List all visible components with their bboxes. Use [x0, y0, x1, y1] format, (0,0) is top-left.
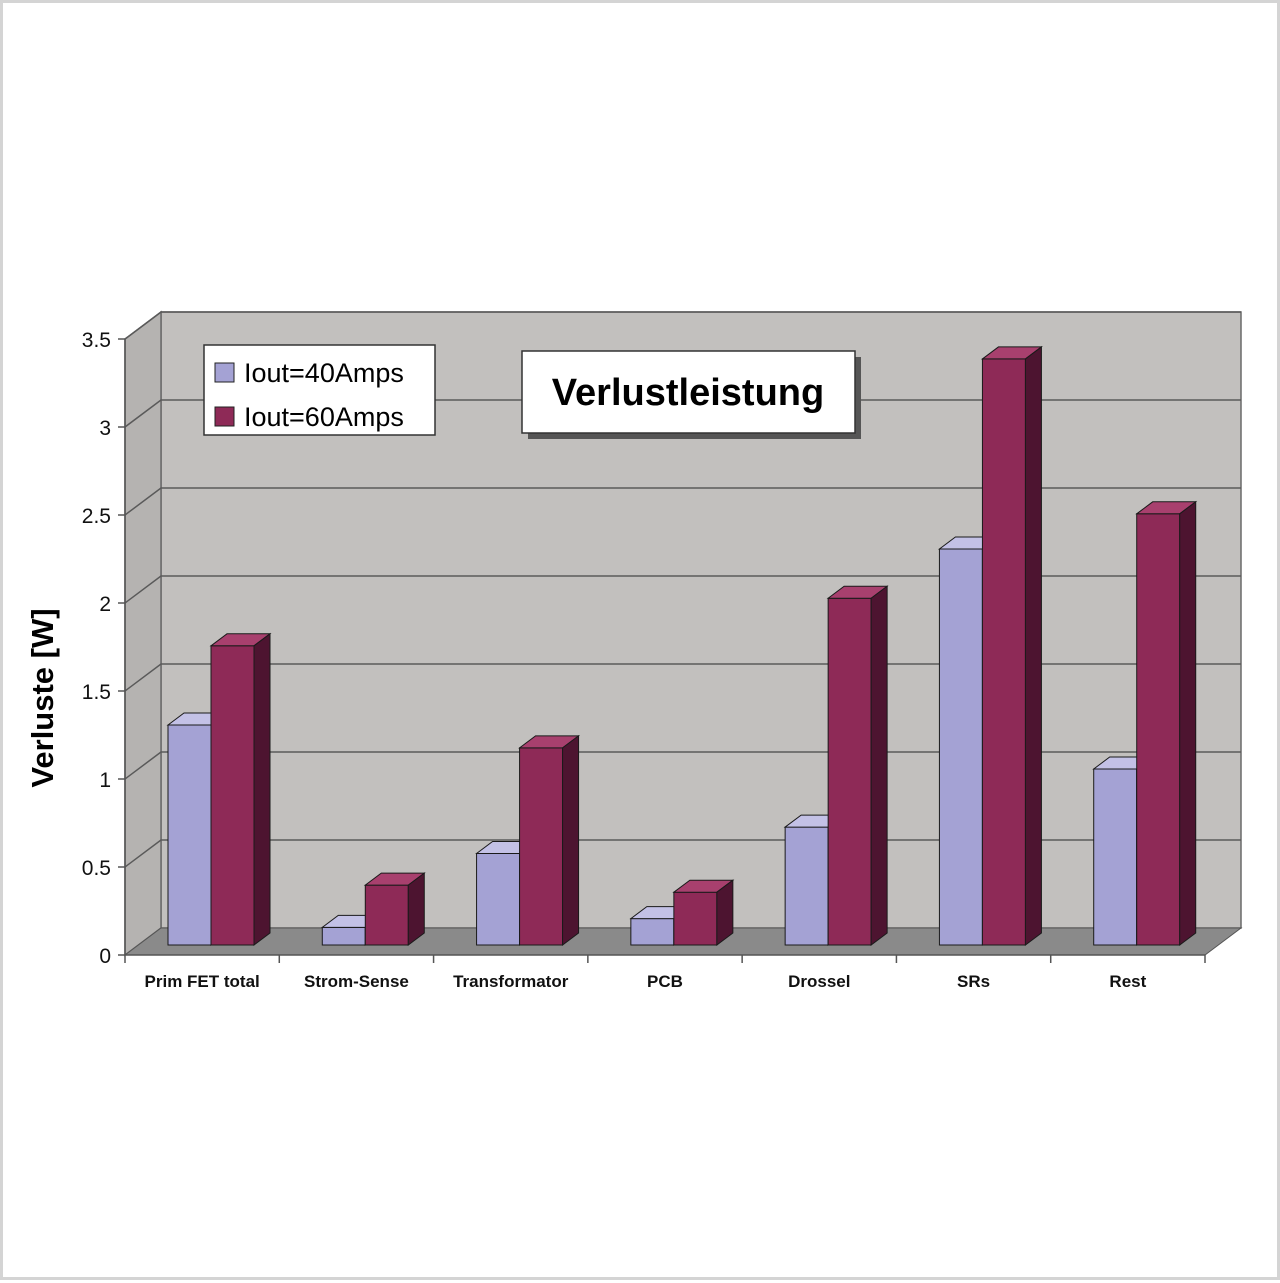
bar [209, 632, 272, 946]
bar [1135, 500, 1198, 946]
gridline [124, 575, 1241, 604]
bar [826, 585, 889, 946]
bar-side [716, 879, 734, 946]
legend-box [203, 344, 436, 436]
bar [363, 872, 426, 946]
y-tick-label: 3 [99, 417, 111, 440]
x-tick-label: SRs [957, 972, 990, 991]
bar-chart: 0 0.5 1 1.5 2 2.5 3 3.5 Prim FET total Strom-Sen… [25, 310, 1243, 991]
bar-front [364, 884, 409, 946]
side-wall [124, 310, 162, 957]
bar-front [167, 724, 212, 946]
bars [166, 345, 1198, 946]
x-tick-labels: Prim FET total Strom-Sense Transformator PC… [145, 972, 1147, 991]
bar-front [210, 645, 255, 946]
title-background [521, 350, 856, 434]
x-tick-label: Strom-Sense [304, 972, 409, 991]
x-tick-label: Rest [1109, 972, 1146, 991]
y-tick-label: 1.5 [82, 681, 111, 704]
gridline [124, 311, 1241, 340]
x-tick-label: Prim FET total [145, 972, 260, 991]
bar-front [476, 852, 521, 946]
bar-front [784, 826, 829, 946]
y-tick-label: 2.5 [82, 505, 111, 528]
bar-front [519, 747, 564, 946]
bar [672, 879, 735, 946]
bar-side [407, 872, 425, 946]
y-tick-label: 3.5 [82, 329, 111, 352]
bar-front [981, 358, 1026, 946]
bar-front [321, 926, 366, 946]
bar-front [630, 918, 675, 946]
bar-front [673, 891, 718, 946]
bar-side [562, 734, 580, 946]
legend-swatch-iout-40 [214, 362, 235, 383]
legend: Iout=40Amps Iout=60Amps [203, 344, 436, 436]
gridline [124, 487, 1241, 516]
x-tick-label: Transformator [453, 972, 569, 991]
bar-front [1093, 768, 1138, 946]
gridline [124, 399, 1241, 428]
bar-side [1179, 500, 1197, 946]
x-tick-label: Drossel [788, 972, 850, 991]
bar-front [827, 597, 872, 946]
bar-side [1024, 345, 1042, 946]
bar-side [253, 632, 271, 946]
bar-side [870, 585, 888, 946]
legend-label-iout-40: Iout=40Amps [244, 358, 404, 388]
y-tick-labels: 0 0.5 1 1.5 2 2.5 3 3.5 [82, 329, 111, 968]
chart-title: Verlustleistung [552, 372, 824, 414]
axes [118, 338, 1206, 963]
y-tick-label: 0.5 [82, 857, 111, 880]
bar [980, 345, 1043, 946]
legend-swatch-iout-60 [214, 406, 235, 427]
chart-title-box: Verlustleistung [521, 350, 861, 439]
bar-front [938, 548, 983, 946]
y-tick-label: 0 [99, 945, 111, 968]
y-tick-label: 1 [99, 769, 111, 792]
y-axis-label: Verluste [W] [25, 608, 60, 787]
x-tick-label: PCB [647, 972, 683, 991]
bar [518, 734, 581, 946]
bar-front [1136, 513, 1181, 946]
legend-label-iout-60: Iout=60Amps [244, 402, 404, 432]
y-tick-label: 2 [99, 593, 111, 616]
